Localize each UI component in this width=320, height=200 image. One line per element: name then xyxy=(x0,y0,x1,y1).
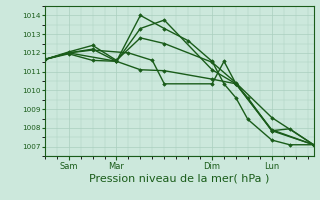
X-axis label: Pression niveau de la mer( hPa ): Pression niveau de la mer( hPa ) xyxy=(89,173,269,183)
